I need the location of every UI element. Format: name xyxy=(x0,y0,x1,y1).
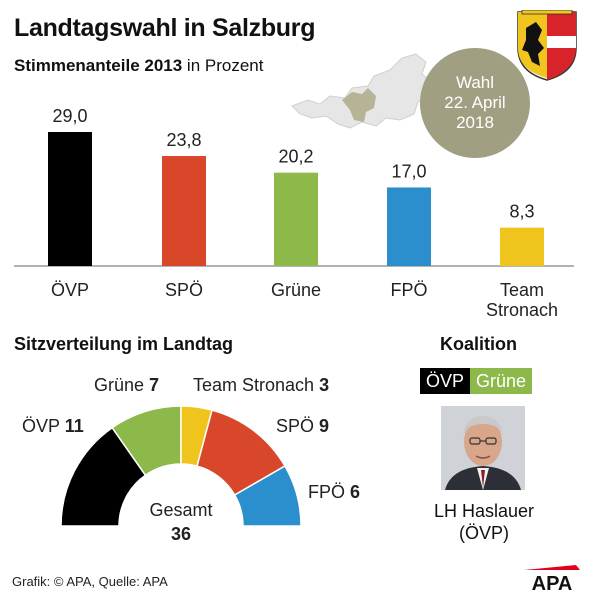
seat-label-name-3: SPÖ xyxy=(276,416,319,436)
badge-line-2: 22. April xyxy=(444,93,506,112)
bar-category-label-2: Grüne xyxy=(271,280,321,300)
seat-chart-title: Sitzverteilung im Landtag xyxy=(14,334,234,354)
bar-value-label-3: 17,0 xyxy=(391,161,426,181)
person-caption: LH Haslauer (ÖVP) xyxy=(420,500,548,544)
bar-value-label-1: 23,8 xyxy=(166,130,201,150)
subtitle-rest: in Prozent xyxy=(182,56,264,75)
seat-label-value-0: 11 xyxy=(65,416,84,436)
apa-logo: APA xyxy=(524,565,580,592)
seat-label-name-1: Grüne xyxy=(94,375,149,395)
subtitle-bold: Stimmenanteile 2013 xyxy=(14,56,183,75)
seat-label-4: FPÖ 6 xyxy=(308,482,360,502)
bar-2 xyxy=(274,172,318,266)
seat-label-0: ÖVP 11 xyxy=(22,416,84,436)
bar-category-label-3: FPÖ xyxy=(390,280,427,300)
coalition-bar: ÖVP Grüne xyxy=(420,368,533,394)
chart-subtitle: Stimmenanteile 2013 in Prozent xyxy=(14,56,263,76)
bar-1 xyxy=(162,156,206,266)
badge-line-1: Wahl xyxy=(455,73,495,92)
seat-label-value-1: 7 xyxy=(149,375,159,395)
bar-category-label-1: SPÖ xyxy=(165,280,203,300)
salzburg-coat-of-arms-icon xyxy=(517,10,577,81)
bar-category-label-4: Team xyxy=(500,280,544,300)
apa-logo-text: APA xyxy=(532,573,573,592)
politician-portrait xyxy=(441,406,525,490)
seat-label-value-2: 3 xyxy=(319,375,329,395)
coalition-title: Koalition xyxy=(440,334,517,354)
vote-share-bar-chart: 29,0 ÖVP 23,8 SPÖ 20,2 Grüne 17,0 FPÖ 8,3 TeamStr… xyxy=(14,106,574,320)
bar-value-label-2: 20,2 xyxy=(278,147,313,167)
footer-credit: Grafik: © APA, Quelle: APA xyxy=(12,574,168,589)
seat-label-3: SPÖ 9 xyxy=(276,416,329,436)
person-party: (ÖVP) xyxy=(458,523,509,543)
seat-label-2: Team Stronach 3 xyxy=(193,375,329,395)
seat-distribution-chart: ÖVP 11 Grüne 7 Team Stronach 3 SPÖ 9 FPÖ 6 G… xyxy=(22,375,360,544)
bar-category-label-0: ÖVP xyxy=(51,280,89,300)
coalition-party-b: Grüne xyxy=(470,368,533,394)
seat-label-name-2: Team Stronach xyxy=(193,375,319,395)
seat-total-value: 36 xyxy=(171,524,191,544)
page-title: Landtagswahl in Salzburg xyxy=(14,14,316,42)
bar-0 xyxy=(48,132,92,266)
bar-value-label-4: 8,3 xyxy=(509,202,534,222)
seat-label-name-4: FPÖ xyxy=(308,482,350,502)
bar-category-label-4-line-1: Stronach xyxy=(486,300,558,320)
seat-total-label: Gesamt xyxy=(149,500,212,520)
seat-segment-4 xyxy=(233,464,302,527)
seat-label-value-3: 9 xyxy=(319,416,329,436)
person-name: LH Haslauer xyxy=(433,501,535,521)
seat-label-1: Grüne 7 xyxy=(94,375,159,395)
bar-3 xyxy=(387,187,431,266)
bar-4 xyxy=(500,227,544,266)
austria-map-icon xyxy=(291,53,433,129)
badge-line-3: 2018 xyxy=(456,113,494,132)
seat-label-value-4: 6 xyxy=(350,482,360,502)
coalition-party-a: ÖVP xyxy=(420,368,471,394)
seat-label-name-0: ÖVP xyxy=(22,416,65,436)
bar-value-label-0: 29,0 xyxy=(52,106,87,126)
election-date-badge: Wahl 22. April 2018 xyxy=(420,48,530,158)
